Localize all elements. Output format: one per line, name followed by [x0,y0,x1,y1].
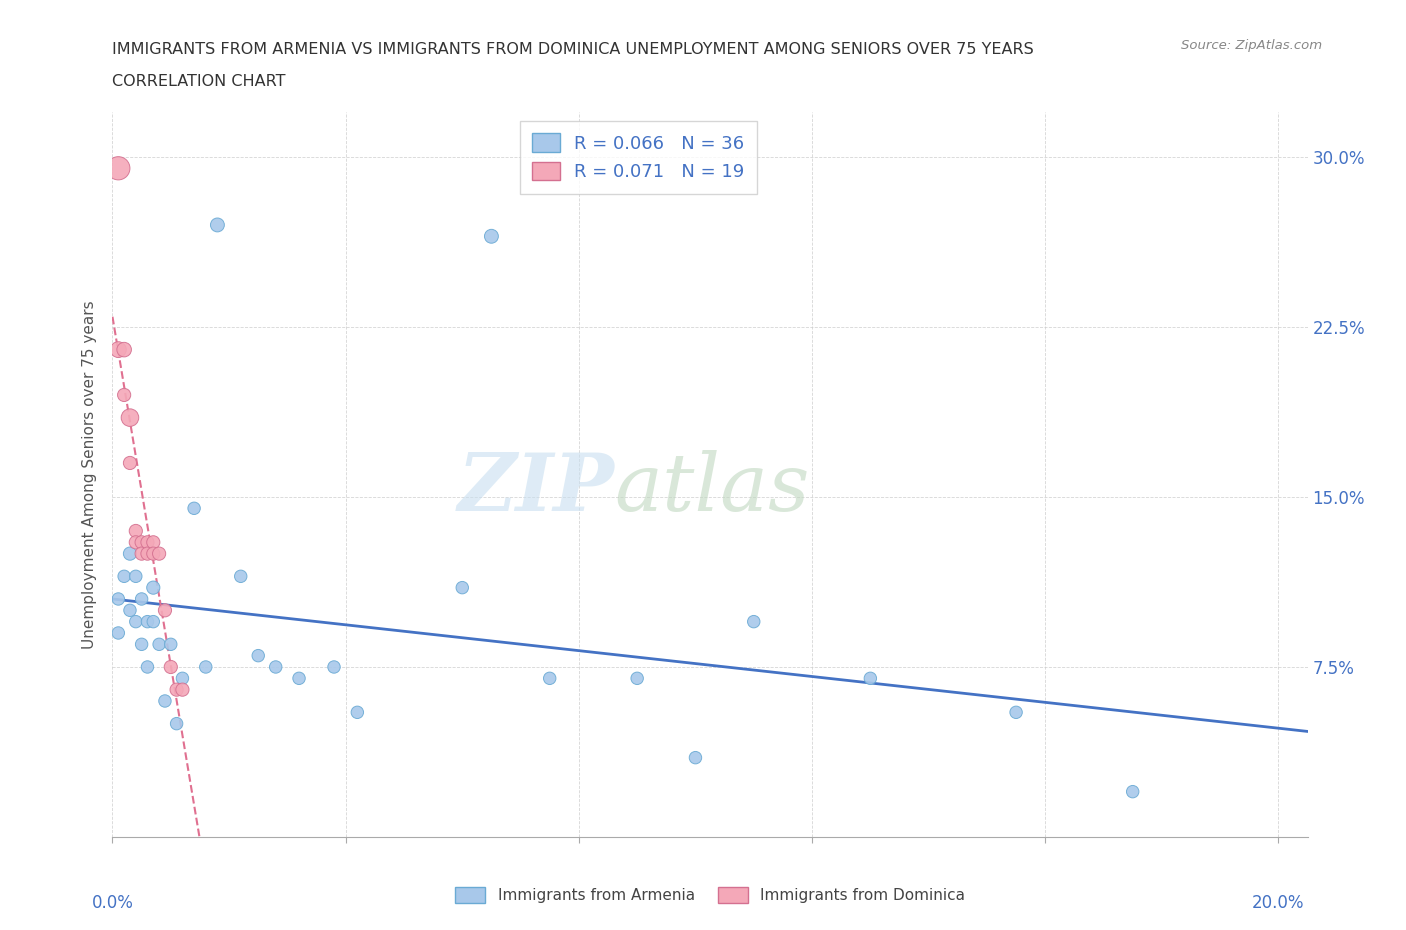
Point [107,591,129,606]
Point [112,569,135,584]
Point [172,683,194,698]
Point [481,229,503,244]
Legend: Immigrants from Armenia, Immigrants from Dominica: Immigrants from Armenia, Immigrants from… [449,881,972,910]
Text: atlas: atlas [614,450,810,527]
Point [118,603,141,618]
Point [131,637,153,652]
Point [136,659,159,674]
Point [153,603,176,618]
Point [136,535,159,550]
Point [194,659,217,674]
Point [288,671,311,685]
Point [125,569,148,584]
Text: IMMIGRANTS FROM ARMENIA VS IMMIGRANTS FROM DOMINICA UNEMPLOYMENT AMONG SENIORS O: IMMIGRANTS FROM ARMENIA VS IMMIGRANTS FR… [112,42,1035,57]
Point [125,535,148,550]
Point [247,648,270,663]
Point [112,342,135,357]
Point [107,626,129,641]
Point [229,569,252,584]
Point [142,535,165,550]
Point [685,751,707,765]
Point [112,388,135,403]
Point [323,659,346,674]
Point [207,218,229,232]
Point [107,342,129,357]
Point [166,683,188,698]
Point [742,614,765,629]
Point [148,546,170,561]
Point [142,580,165,595]
Point [264,659,287,674]
Text: CORRELATION CHART: CORRELATION CHART [112,74,285,89]
Text: Source: ZipAtlas.com: Source: ZipAtlas.com [1181,39,1322,52]
Point [346,705,368,720]
Point [131,535,153,550]
Point [136,614,159,629]
Point [136,546,159,561]
Point [183,501,205,516]
Point [1122,784,1144,799]
Point [626,671,648,685]
Text: 0.0%: 0.0% [91,894,134,911]
Text: 20.0%: 20.0% [1253,894,1305,911]
Y-axis label: Unemployment Among Seniors over 75 years: Unemployment Among Seniors over 75 years [82,300,97,648]
Point [118,410,141,425]
Point [142,614,165,629]
Point [131,591,153,606]
Point [142,546,165,561]
Point [538,671,561,685]
Point [148,637,170,652]
Point [1005,705,1028,720]
Point [118,456,141,471]
Text: ZIP: ZIP [457,450,614,527]
Point [125,524,148,538]
Point [131,546,153,561]
Point [859,671,882,685]
Point [159,637,181,652]
Point [172,671,194,685]
Point [159,659,181,674]
Point [107,161,129,176]
Point [118,546,141,561]
Point [125,614,148,629]
Point [153,694,176,709]
Point [451,580,474,595]
Point [166,716,188,731]
